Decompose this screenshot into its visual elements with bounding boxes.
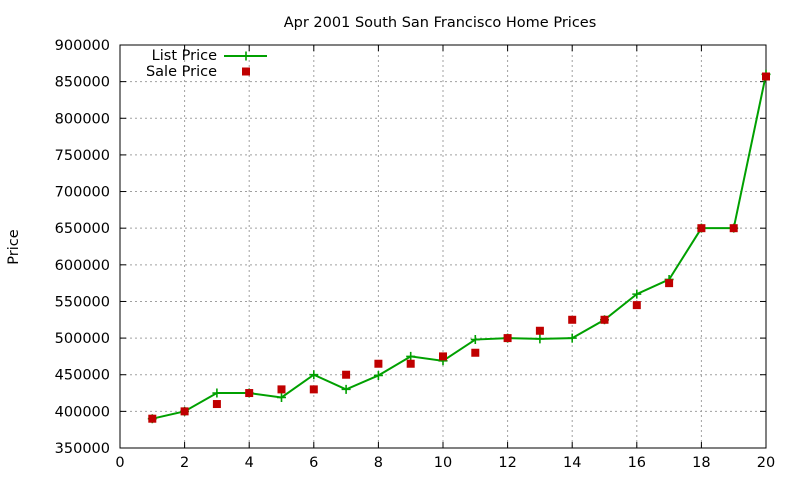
- data-point-sale-price: [600, 315, 609, 324]
- data-point-sale-price: [212, 400, 221, 409]
- chart-title: Apr 2001 South San Francisco Home Prices: [284, 15, 597, 31]
- x-tick-label: 0: [115, 455, 124, 471]
- series-line-list-price: [152, 74, 767, 420]
- legend-label-sale-price: Sale Price: [146, 64, 217, 80]
- data-point-sale-price: [471, 348, 480, 357]
- data-point-list-price: [470, 335, 480, 345]
- series-sale-price: [148, 72, 770, 423]
- data-point-sale-price: [342, 370, 351, 379]
- data-point-sale-price: [503, 334, 512, 343]
- data-point-sale-price: [697, 224, 706, 233]
- data-point-list-price: [632, 289, 642, 299]
- series-list-price: [147, 69, 771, 424]
- x-tick-label: 4: [245, 455, 254, 471]
- data-point-sale-price: [374, 359, 383, 368]
- plot-frame: [119, 44, 767, 449]
- legend: List Price Sale Price: [146, 48, 267, 80]
- x-tick-labels: 0 2 4 6 8 10 12 14 16 18 20: [115, 455, 775, 471]
- x-tick-label: 8: [374, 455, 383, 471]
- y-tick-label: 600000: [55, 258, 110, 274]
- y-tick-label: 450000: [55, 368, 110, 384]
- y-tick-label: 350000: [55, 441, 110, 457]
- data-point-sale-price: [148, 414, 157, 423]
- grid: [120, 45, 766, 448]
- data-point-sale-price: [568, 315, 577, 324]
- x-tick-label: 18: [692, 455, 710, 471]
- y-tick-label: 850000: [55, 75, 110, 91]
- data-point-sale-price: [245, 389, 254, 398]
- y-tick-label: 400000: [55, 404, 110, 420]
- data-point-list-price: [567, 333, 577, 343]
- y-tick-label: 700000: [55, 185, 110, 201]
- y-tick-label: 650000: [55, 221, 110, 237]
- y-axis-label: Price: [6, 229, 22, 264]
- x-tick-label: 6: [309, 455, 318, 471]
- data-point-sale-price: [309, 385, 318, 394]
- data-point-sale-price: [406, 359, 415, 368]
- data-point-sale-price: [665, 279, 674, 288]
- data-point-sale-price: [535, 326, 544, 335]
- y-tick-label: 750000: [55, 148, 110, 164]
- y-tick-label: 800000: [55, 111, 110, 127]
- x-tick-label: 16: [628, 455, 646, 471]
- data-point-list-price: [406, 351, 416, 361]
- y-tick-label: 550000: [55, 294, 110, 310]
- y-tick-labels: 350000 400000 450000 500000 550000 600000 6500…: [55, 38, 110, 457]
- x-tick-label: 10: [434, 455, 452, 471]
- x-tick-label: 12: [498, 455, 516, 471]
- data-point-sale-price: [729, 224, 738, 233]
- data-point-sale-price: [439, 352, 447, 361]
- legend-label-list-price: List Price: [152, 48, 217, 64]
- data-point-list-price: [341, 384, 351, 394]
- data-point-sale-price: [632, 301, 641, 310]
- series-area: [147, 69, 771, 424]
- data-point-list-price: [535, 334, 545, 344]
- y-tick-label: 900000: [55, 38, 110, 54]
- legend-marker-sale-price: [242, 67, 250, 76]
- data-point-list-price: [309, 370, 319, 380]
- y-tick-label: 500000: [55, 331, 110, 347]
- x-tick-label: 2: [180, 455, 189, 471]
- data-point-list-price: [373, 370, 383, 380]
- data-point-list-price: [277, 392, 286, 402]
- data-point-sale-price: [180, 407, 189, 416]
- x-tick-label: 20: [757, 455, 775, 471]
- data-point-list-price: [212, 388, 222, 398]
- x-tick-label: 14: [563, 455, 581, 471]
- legend-marker-list-price: [241, 51, 251, 61]
- data-point-sale-price: [277, 385, 286, 394]
- data-point-sale-price: [762, 72, 770, 81]
